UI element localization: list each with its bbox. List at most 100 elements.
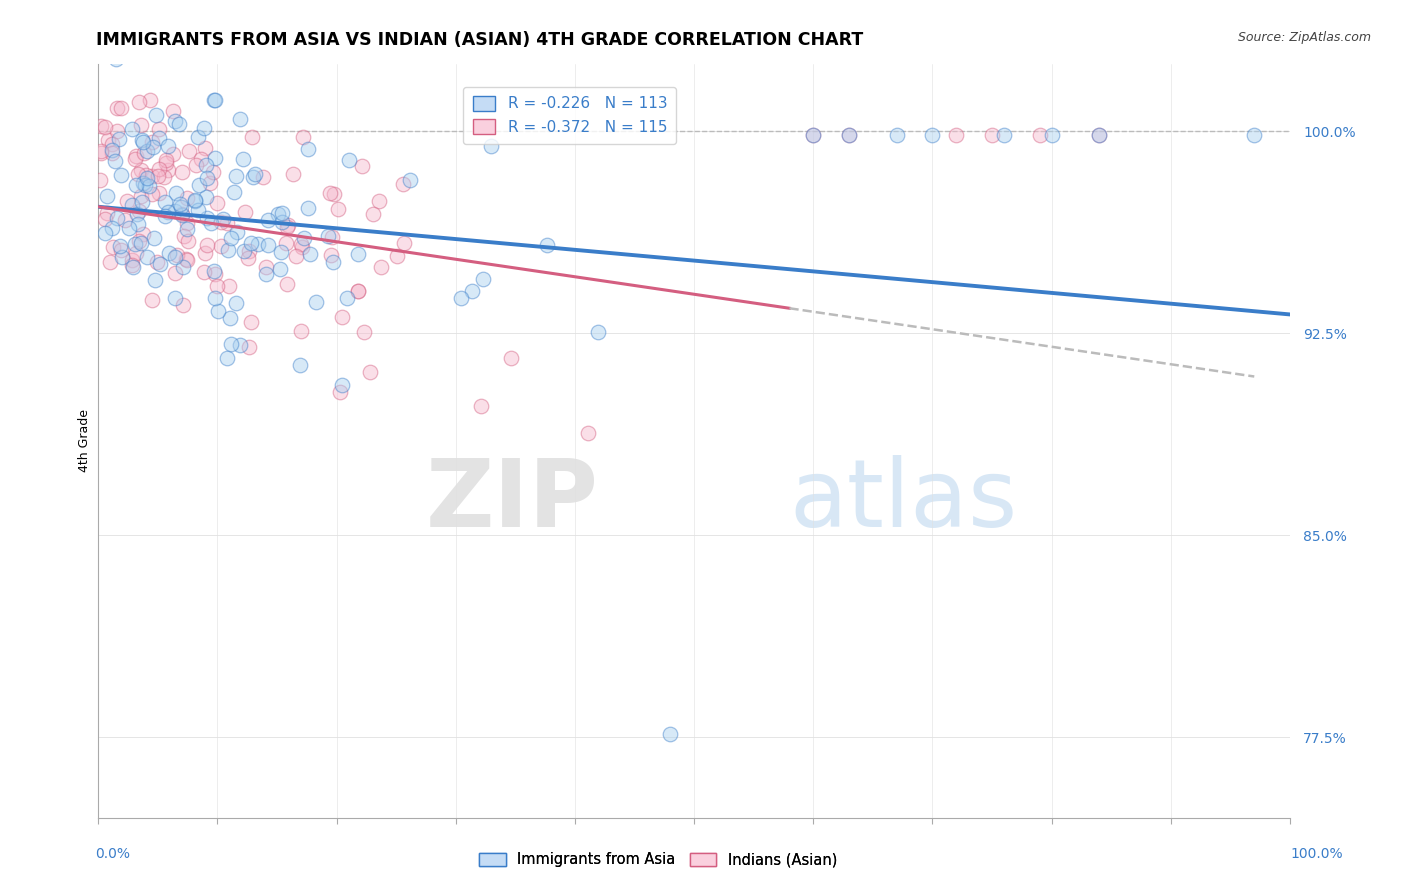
Point — [207, 196, 229, 211]
Point — [101, 146, 124, 161]
Point — [157, 204, 180, 219]
Point — [172, 260, 194, 274]
Point — [195, 170, 218, 185]
Point — [127, 217, 149, 231]
Point — [204, 291, 226, 305]
Point — [578, 425, 600, 440]
Point — [136, 171, 159, 186]
Text: 0.0%: 0.0% — [96, 847, 131, 861]
Point — [195, 238, 218, 252]
Point — [105, 101, 128, 115]
Point — [165, 250, 187, 264]
Point — [177, 234, 200, 248]
Point — [1088, 128, 1111, 143]
Point — [121, 198, 143, 212]
Point — [94, 211, 117, 226]
Point — [838, 128, 860, 143]
Point — [391, 177, 413, 191]
Point — [139, 93, 162, 107]
Point — [276, 277, 298, 292]
Point — [148, 161, 170, 176]
Point — [135, 168, 157, 182]
Point — [801, 128, 824, 143]
Point — [207, 304, 229, 318]
Point — [212, 212, 235, 227]
Point — [252, 169, 274, 184]
Point — [204, 267, 226, 281]
Point — [163, 266, 186, 280]
Point — [236, 252, 259, 266]
Point — [231, 153, 253, 167]
Point — [233, 244, 256, 258]
Point — [215, 216, 238, 230]
Point — [1029, 128, 1052, 143]
Point — [886, 128, 908, 143]
Point — [131, 133, 153, 147]
Point — [385, 250, 408, 264]
Point — [142, 140, 165, 154]
Point — [330, 310, 353, 325]
Text: atlas: atlas — [789, 455, 1018, 548]
Point — [124, 237, 146, 252]
Point — [450, 291, 472, 305]
Point — [229, 338, 252, 352]
Point — [536, 238, 558, 252]
Point — [143, 273, 166, 287]
Point — [132, 146, 155, 161]
Point — [838, 128, 860, 143]
Text: 100.0%: 100.0% — [1291, 847, 1343, 861]
Point — [132, 136, 155, 150]
Point — [271, 215, 294, 229]
Point — [225, 169, 247, 184]
Point — [125, 246, 148, 260]
Point — [337, 153, 360, 168]
Point — [217, 244, 239, 258]
Point — [101, 220, 124, 235]
Point — [193, 265, 215, 279]
Point — [274, 235, 297, 250]
Point — [146, 169, 169, 183]
Point — [110, 169, 132, 183]
Point — [121, 258, 143, 272]
Point — [187, 203, 209, 218]
Point — [194, 246, 217, 260]
Point — [128, 234, 150, 248]
Point — [254, 267, 277, 281]
Point — [297, 201, 319, 215]
Point — [472, 272, 495, 286]
Point — [276, 220, 298, 235]
Point — [292, 130, 315, 145]
Point — [200, 215, 222, 229]
Point — [346, 247, 368, 261]
Point — [284, 249, 307, 263]
Text: IMMIGRANTS FROM ASIA VS INDIAN (ASIAN) 4TH GRADE CORRELATION CHART: IMMIGRANTS FROM ASIA VS INDIAN (ASIAN) 4… — [96, 31, 863, 49]
Point — [134, 178, 156, 192]
Point — [319, 186, 342, 201]
Point — [202, 264, 225, 278]
Point — [329, 384, 352, 399]
Text: Source: ZipAtlas.com: Source: ZipAtlas.com — [1237, 31, 1371, 45]
Point — [225, 295, 247, 310]
Point — [270, 244, 292, 259]
Point — [238, 340, 260, 354]
Point — [993, 128, 1015, 143]
Point — [184, 194, 207, 208]
Point — [122, 260, 145, 274]
Point — [921, 128, 943, 143]
Point — [148, 186, 170, 201]
Point — [169, 197, 191, 211]
Point — [226, 226, 249, 240]
Point — [221, 337, 243, 351]
Point — [323, 186, 346, 201]
Point — [153, 169, 176, 184]
Point — [361, 207, 384, 221]
Point — [277, 218, 299, 232]
Point — [238, 244, 260, 259]
Point — [162, 104, 184, 119]
Point — [138, 178, 160, 193]
Point — [155, 194, 177, 209]
Point — [240, 315, 263, 329]
Point — [659, 727, 682, 741]
Point — [330, 377, 353, 392]
Point — [194, 141, 217, 155]
